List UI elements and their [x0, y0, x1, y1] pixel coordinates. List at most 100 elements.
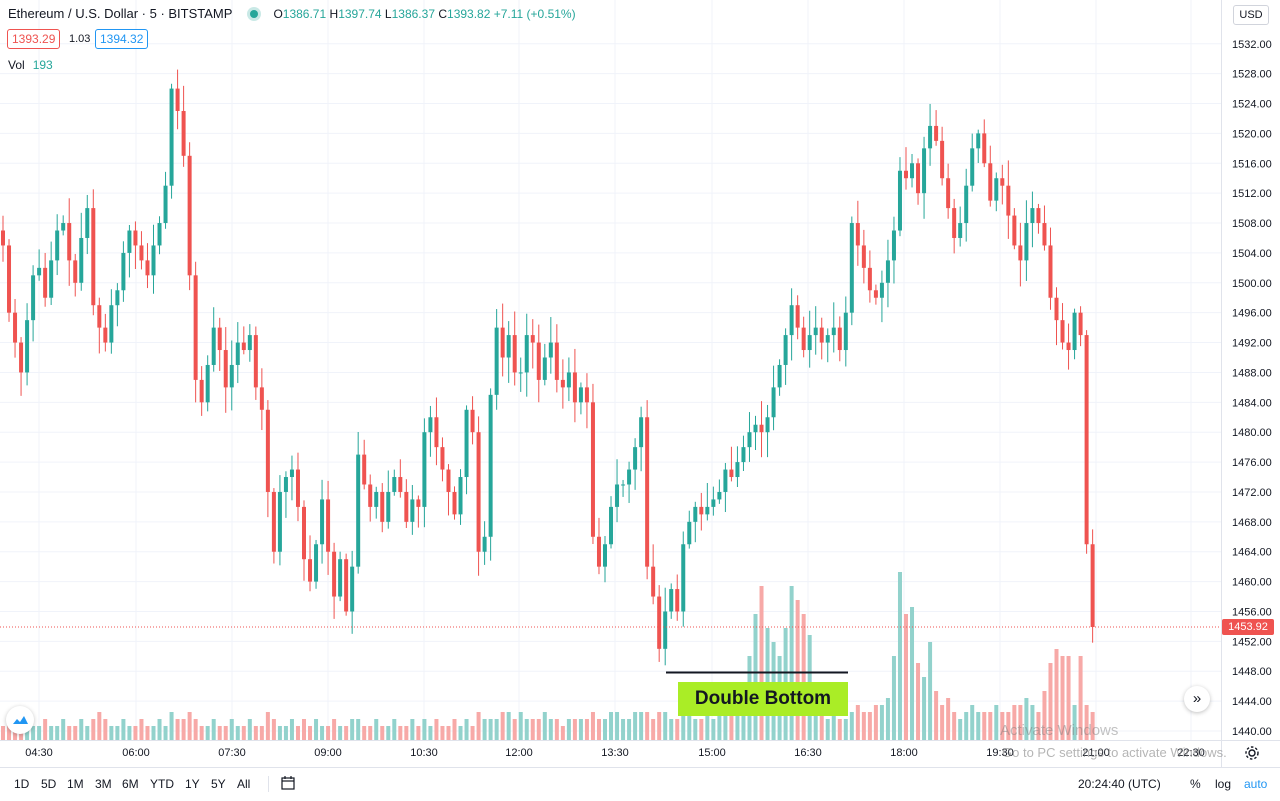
candle-body	[831, 327, 836, 336]
scroll-to-realtime-icon[interactable]: »	[1184, 686, 1210, 712]
candle-body	[283, 477, 288, 492]
volume-bar	[386, 726, 391, 740]
price-tick-label: 1516.00	[1232, 158, 1272, 170]
candle-body	[825, 335, 830, 343]
volume-bar	[693, 719, 698, 740]
candle-body	[494, 327, 499, 395]
volume-bar	[982, 712, 987, 740]
time-tick-label: 09:00	[314, 747, 342, 759]
candle-body	[277, 491, 282, 552]
candle-body	[934, 125, 939, 141]
range-1m-button[interactable]: 1M	[67, 777, 84, 791]
toolbar-divider	[268, 776, 269, 792]
price-tick-label: 1472.00	[1232, 487, 1272, 499]
candle-body	[1012, 215, 1017, 246]
price-tick-label: 1492.00	[1232, 338, 1272, 350]
candle-body	[295, 469, 300, 507]
price-tick-label: 1464.00	[1232, 547, 1272, 559]
candle-body	[73, 260, 78, 283]
volume-bar	[67, 726, 72, 740]
candle-body	[813, 327, 818, 336]
range-5y-button[interactable]: 5Y	[211, 777, 226, 791]
volume-bar	[332, 719, 337, 740]
candle-body	[777, 364, 782, 388]
candle-body	[753, 424, 758, 433]
candlesticks	[1, 69, 1095, 666]
symbol-title[interactable]: Ethereum / U.S. Dollar · 5 · BITSTAMP	[8, 6, 233, 21]
candle-body	[572, 372, 577, 403]
volume-bar	[910, 607, 915, 740]
candle-body	[133, 230, 138, 246]
volume-bars	[1, 572, 1095, 740]
range-1y-button[interactable]: 1Y	[185, 777, 200, 791]
volume-bar	[928, 642, 933, 740]
range-6m-button[interactable]: 6M	[122, 777, 139, 791]
candle-body	[861, 245, 866, 268]
candle-body	[482, 536, 487, 552]
utc-clock[interactable]: 20:24:40 (UTC)	[1078, 777, 1161, 791]
candle-body	[584, 387, 589, 403]
volume-bar	[621, 719, 626, 740]
volume-bar	[253, 726, 258, 740]
price-tick-label: 1512.00	[1232, 188, 1272, 200]
range-all-button[interactable]: All	[237, 777, 251, 791]
candle-body	[705, 506, 710, 515]
change-value: +7.11 (+0.51%)	[493, 7, 576, 21]
candle-body	[873, 290, 878, 298]
candle-body	[211, 327, 216, 365]
range-1d-button[interactable]: 1D	[14, 777, 30, 791]
price-axis-labels: 1440.00 1444.00 1448.00 1452.00 1456.00 1460.…	[1232, 39, 1272, 738]
volume-bar	[121, 719, 126, 740]
volume-bar	[368, 726, 373, 740]
tradingview-logo-icon[interactable]	[6, 706, 34, 734]
ask-price-button[interactable]: 1394.32	[95, 29, 149, 49]
candle-body	[952, 208, 957, 238]
percent-scale-toggle[interactable]: %	[1190, 777, 1201, 791]
candle-body	[440, 447, 445, 470]
candle-body	[783, 335, 788, 365]
volume-bar	[988, 712, 993, 740]
high-value: 1397.74	[338, 7, 382, 21]
candle-body	[470, 409, 475, 433]
volume-bar	[458, 726, 463, 740]
candle-body	[855, 223, 860, 246]
candle-body	[1018, 245, 1023, 261]
candle-body	[127, 230, 132, 253]
volume-bar	[43, 719, 48, 740]
time-tick-label: 16:30	[794, 747, 822, 759]
range-3m-button[interactable]: 3M	[95, 777, 112, 791]
candle-body	[386, 491, 391, 522]
volume-bar	[151, 726, 156, 740]
volume-bar	[145, 726, 150, 740]
volume-bar	[169, 712, 174, 740]
candle-body	[1048, 245, 1053, 298]
volume-bar	[428, 726, 433, 740]
time-tick-label: 18:00	[890, 747, 918, 759]
volume-bar	[404, 726, 409, 740]
currency-button[interactable]: USD	[1233, 5, 1269, 25]
log-scale-toggle[interactable]: log	[1215, 777, 1232, 791]
volume-bar	[729, 705, 734, 740]
auto-scale-toggle[interactable]: auto	[1244, 777, 1268, 791]
candle-body	[223, 350, 228, 388]
volume-bar	[55, 726, 60, 740]
time-tick-label: 13:30	[601, 747, 629, 759]
price-chart[interactable]: 1440.00 1444.00 1448.00 1452.00 1456.00 1460.…	[0, 0, 1280, 767]
volume-bar	[904, 614, 908, 740]
bid-price-button[interactable]: 1393.29	[7, 29, 61, 49]
volume-bar	[524, 719, 529, 740]
price-tick-label: 1524.00	[1232, 99, 1272, 111]
goto-date-icon[interactable]	[281, 776, 295, 790]
chart-settings-icon[interactable]	[1244, 745, 1260, 761]
candle-body	[241, 342, 246, 351]
price-tick-label: 1452.00	[1232, 636, 1272, 648]
volume-bar	[283, 726, 288, 740]
candle-body	[314, 544, 319, 582]
range-5d-button[interactable]: 5D	[41, 777, 57, 791]
candle-body	[1024, 223, 1029, 261]
volume-bar	[675, 719, 680, 740]
candle-body	[446, 469, 451, 492]
double-bottom-annotation[interactable]: Double Bottom	[678, 682, 848, 716]
volume-bar	[801, 614, 806, 740]
range-ytd-button[interactable]: YTD	[150, 777, 174, 791]
